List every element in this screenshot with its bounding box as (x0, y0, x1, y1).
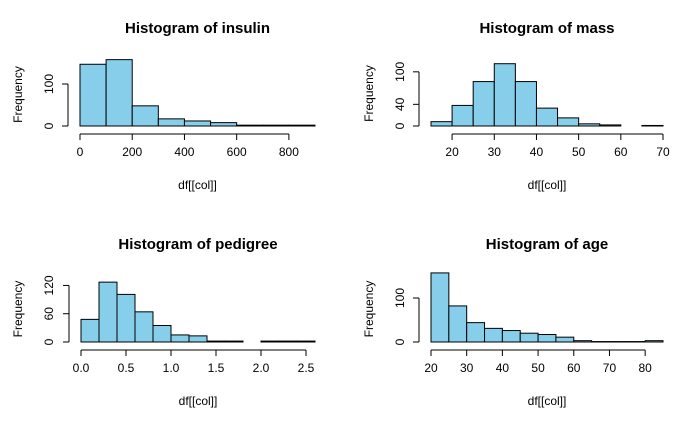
histogram-bar (206, 340, 226, 343)
x-tick-label: 1.5 (208, 361, 225, 375)
x-tick-label: 60 (567, 361, 581, 375)
histogram-bar (224, 340, 244, 343)
histogram-bar (157, 118, 185, 127)
histogram-bar (134, 311, 154, 343)
histogram-bar (80, 318, 100, 343)
histogram-bar (555, 336, 575, 343)
histogram-bar (105, 59, 133, 127)
y-tick-label: 60 (42, 307, 56, 321)
x-tick-label: 50 (531, 361, 545, 375)
x-tick-label: 70 (656, 145, 670, 159)
histogram-bar (599, 124, 622, 127)
chart-title: Histogram of insulin (125, 20, 270, 37)
x-tick-label: 70 (603, 361, 617, 375)
histogram-bar (578, 123, 601, 127)
x-tick-label: 60 (614, 145, 628, 159)
y-tick-label: 100 (42, 74, 56, 94)
histogram-bar (170, 334, 190, 343)
x-tick-label: 1.0 (163, 361, 180, 375)
y-tick-label: 0 (42, 338, 56, 345)
x-tick-label: 0.5 (118, 361, 135, 375)
x-tick-label: 200 (122, 145, 142, 159)
histogram-bar (288, 124, 316, 127)
x-tick-label: 30 (488, 145, 502, 159)
y-tick-label: 40 (393, 97, 407, 111)
x-tick-label: 30 (460, 361, 474, 375)
x-tick-label: 40 (530, 145, 544, 159)
histogram-bar (262, 124, 290, 127)
x-axis-label: df[[col]] (179, 394, 218, 408)
x-tick-label: 0 (77, 145, 84, 159)
histogram-bar (472, 81, 495, 127)
histogram-bar (535, 107, 559, 127)
histogram-bar (79, 63, 107, 127)
x-tick-label: 2.0 (253, 361, 270, 375)
histogram-bar (641, 124, 664, 127)
x-tick-label: 80 (638, 361, 652, 375)
histogram-bar (183, 120, 212, 127)
panel-mass: Histogram of mass 20 30 40 50 60 70 0 40 100 df[[c… (362, 20, 670, 192)
histogram-bar (451, 104, 474, 127)
chart-title: Histogram of mass (479, 20, 614, 37)
panel-insulin: Histogram of insulin 0 200 400 600 800 0 100 df[… (11, 20, 316, 192)
x-tick-label: 400 (174, 145, 194, 159)
x-tick-label: 600 (227, 145, 247, 159)
histogram-bar (493, 63, 516, 127)
histogram-bar (644, 340, 664, 343)
histogram-bar (519, 332, 539, 343)
histogram-bar (537, 334, 557, 343)
histogram-bar (131, 105, 159, 127)
x-tick-label: 800 (279, 145, 299, 159)
chart-title: Histogram of pedigree (118, 236, 277, 253)
histogram-bar (116, 293, 136, 343)
histogram-bar (448, 305, 468, 343)
x-tick-label: 2.5 (298, 361, 315, 375)
y-tick-label: 100 (393, 288, 407, 308)
histogram-bar (573, 340, 593, 343)
y-tick-label: 100 (393, 62, 407, 82)
panel-age: Histogram of age 20 30 40 50 60 70 80 0 100 df[[co… (362, 236, 664, 408)
histogram-bar (278, 340, 298, 343)
y-tick-label: 0 (393, 338, 407, 345)
panel-pedigree: Histogram of pedigree 0.0 0.5 1.0 1.5 2.0 2.5 0… (11, 236, 316, 408)
histogram-bar (430, 272, 450, 343)
y-axis-label: Frequency (362, 281, 376, 338)
y-tick-label: 0 (393, 122, 407, 129)
chart-title: Histogram of age (486, 236, 609, 253)
y-tick-label: 120 (42, 275, 56, 295)
y-axis-label: Frequency (11, 66, 25, 123)
x-axis-label: df[[col]] (528, 394, 567, 408)
y-axis-label: Frequency (11, 281, 25, 338)
histogram-bar (484, 327, 503, 343)
histogram-bar (98, 281, 118, 343)
x-tick-label: 50 (572, 145, 586, 159)
x-axis-label: df[[col]] (178, 178, 217, 192)
histogram-bar (296, 340, 316, 343)
x-tick-label: 0.0 (73, 361, 90, 375)
histogram-bar (236, 124, 264, 127)
histogram-bar (152, 325, 172, 343)
histogram-bar (260, 340, 280, 343)
y-axis-label: Frequency (362, 65, 376, 122)
histogram-bar (514, 81, 537, 127)
histogram-bar (466, 322, 486, 343)
histogram-bar (188, 335, 208, 343)
histogram-bar (210, 122, 238, 127)
x-tick-label: 40 (496, 361, 510, 375)
y-tick-label: 0 (42, 122, 56, 129)
x-tick-label: 20 (424, 361, 438, 375)
histogram-bar (430, 121, 453, 127)
histogram-bar (501, 330, 521, 343)
histogram-bar (557, 117, 580, 127)
x-axis-label: df[[col]] (528, 178, 567, 192)
x-tick-label: 20 (445, 145, 459, 159)
